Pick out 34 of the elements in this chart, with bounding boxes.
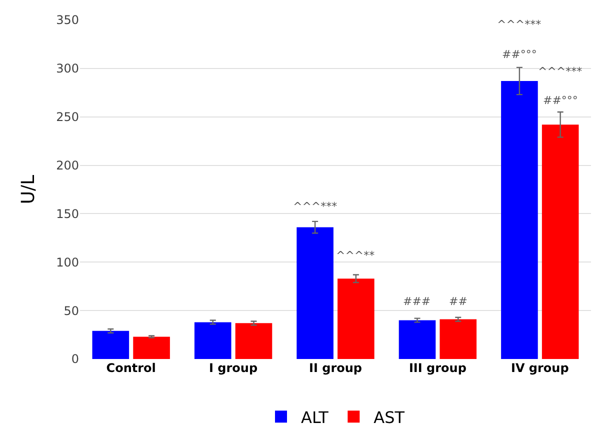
y-tick-label: 350: [56, 13, 79, 28]
y-tick-label: 150: [56, 206, 79, 221]
bar: [235, 323, 272, 359]
bar: [296, 227, 334, 359]
y-axis-title: U/L: [18, 174, 39, 204]
x-tick-label: II group: [309, 361, 362, 375]
annotation: ##°°°: [502, 48, 537, 61]
bar: [440, 319, 477, 359]
y-tick-label: 200: [56, 158, 79, 172]
bar: [542, 124, 579, 359]
bar: [501, 81, 538, 359]
annotation: ##°°°: [543, 94, 578, 107]
annotation: ^^^***: [293, 200, 338, 213]
legend-label: AST: [374, 408, 405, 427]
y-tick-label: 300: [56, 62, 79, 76]
y-tick-label: 100: [56, 255, 79, 270]
annotation: ##: [449, 295, 468, 308]
y-tick-label: 250: [56, 110, 79, 124]
x-tick-label: Control: [106, 361, 156, 375]
bar: [194, 322, 232, 359]
bar: [133, 336, 170, 359]
annotation: ###: [403, 295, 431, 308]
bar: [92, 330, 130, 359]
x-tick-label: III group: [408, 361, 467, 375]
legend-label: ALT: [301, 408, 329, 427]
annotation: ^^^***: [497, 18, 542, 31]
y-tick-label: 0: [71, 352, 79, 366]
bar: [398, 320, 436, 359]
annotation: ^^^**: [336, 249, 376, 262]
y-tick-label: 50: [64, 304, 79, 318]
annotation: ^^^***: [538, 65, 583, 78]
x-tick-label: I group: [209, 361, 258, 375]
x-tick-label: IV group: [510, 361, 570, 375]
bar: [338, 278, 374, 359]
